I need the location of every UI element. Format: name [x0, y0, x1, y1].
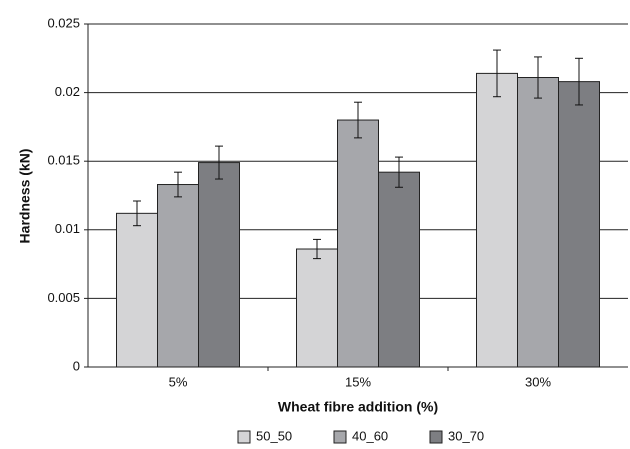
bar [476, 72, 518, 368]
bar [296, 248, 338, 368]
x-tick-label: 30% [525, 374, 551, 389]
x-axis-label: Wheat fibre addition (%) [278, 399, 438, 415]
legend-label: 50_50 [256, 428, 292, 443]
bar [116, 212, 158, 368]
legend-swatch [237, 430, 251, 444]
legend-label: 30_70 [448, 428, 484, 443]
y-tick-label: 0.01 [55, 221, 80, 236]
bar [157, 184, 199, 368]
y-axis-label: Hardness (kN) [17, 149, 33, 244]
x-tick-label: 15% [345, 374, 371, 389]
x-tick-label: 5% [169, 374, 188, 389]
legend-swatch [333, 430, 347, 444]
y-tick-label: 0.015 [47, 153, 80, 168]
y-tick-label: 0.025 [47, 15, 80, 30]
legend-swatch [429, 430, 443, 444]
y-tick-label: 0.02 [55, 84, 80, 99]
bar [517, 77, 559, 368]
y-tick-label: 0.005 [47, 290, 80, 305]
bar [558, 81, 600, 368]
bar [378, 171, 420, 368]
y-tick-label: 0 [73, 358, 80, 373]
bar [337, 119, 379, 368]
bar [198, 162, 240, 368]
legend-label: 40_60 [352, 428, 388, 443]
